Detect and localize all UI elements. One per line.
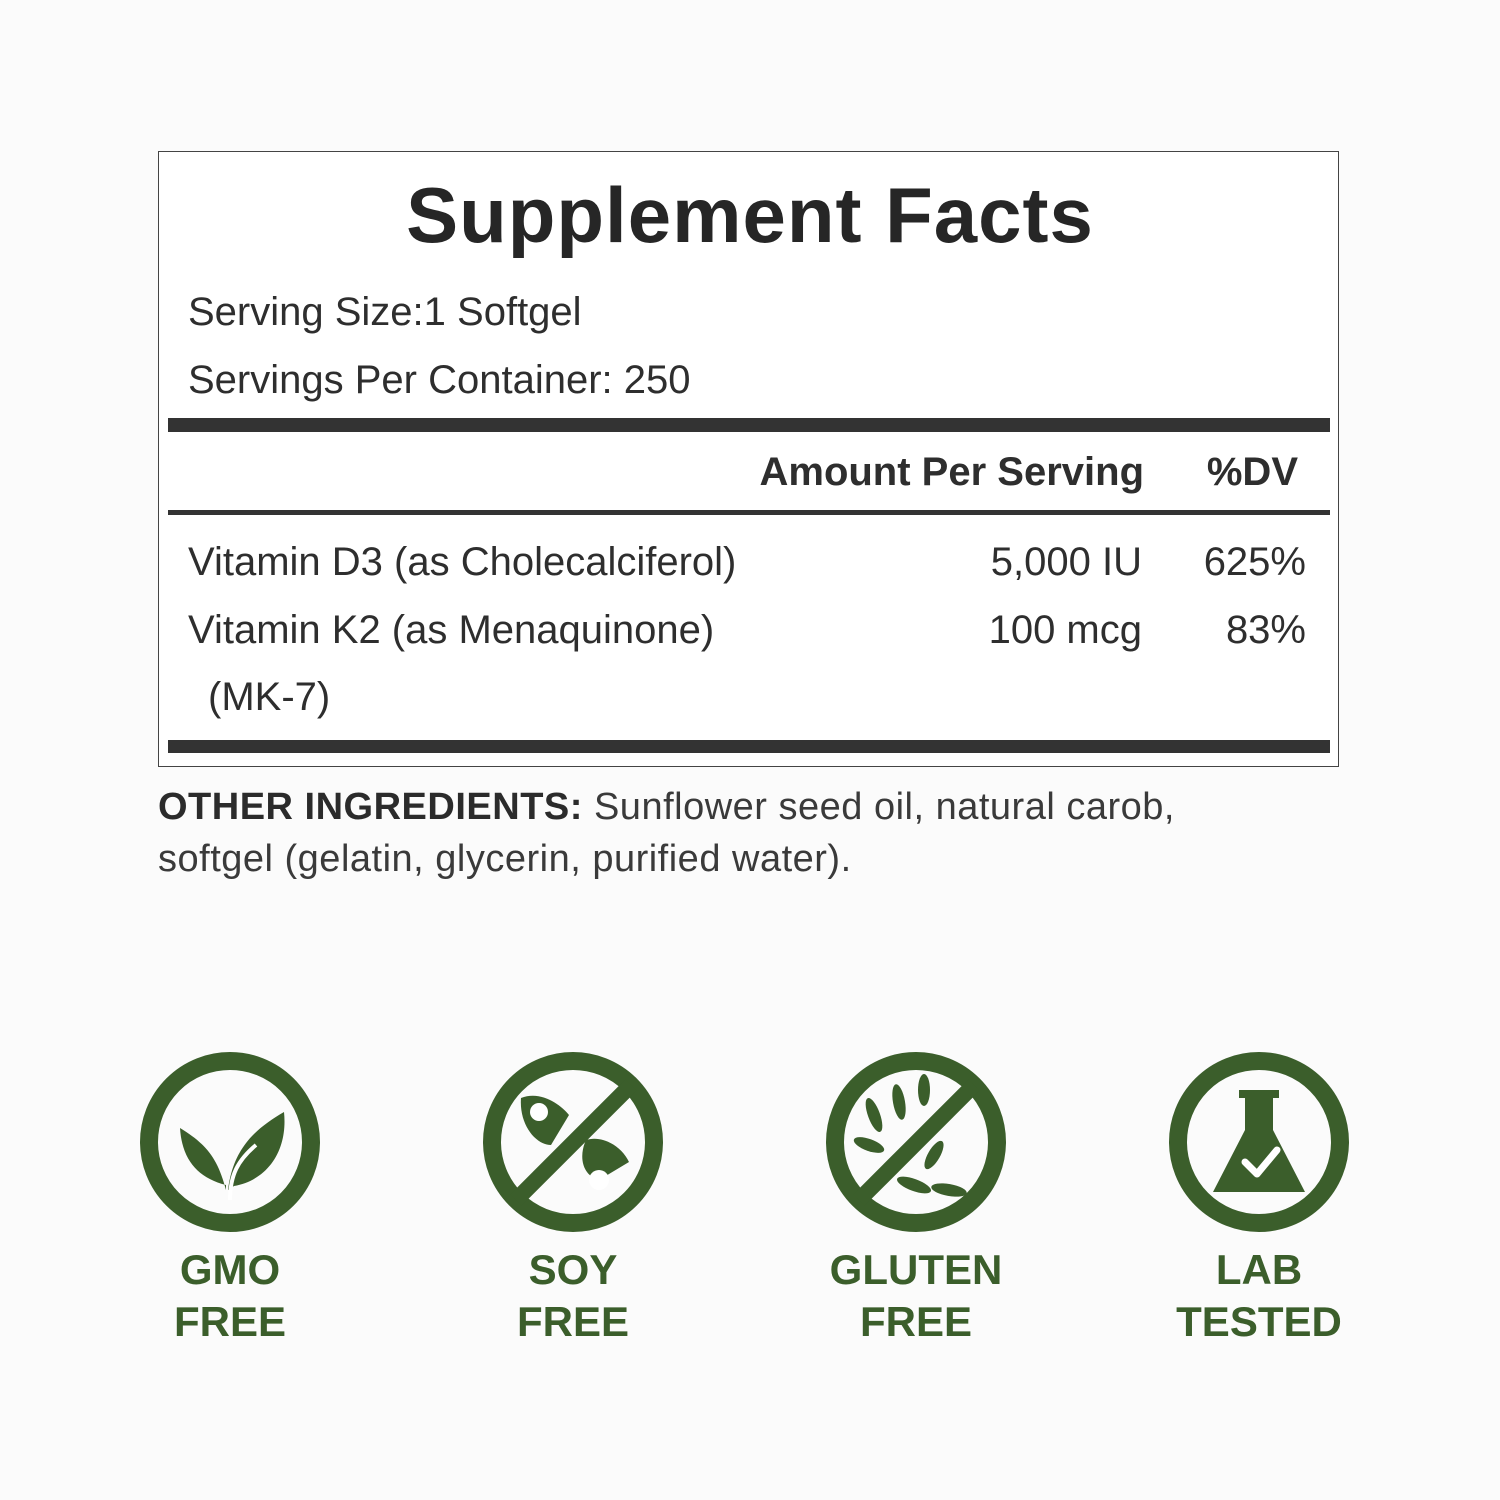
thick-divider [168, 740, 1330, 753]
flask-check-icon [1169, 1052, 1349, 1232]
servings-per-container: Servings Per Container: 250 [188, 358, 691, 402]
row-dv: 625% [1203, 540, 1306, 584]
badge-gluten-free: GLUTEN FREE [816, 1050, 1016, 1348]
row-amount: 100 mcg [988, 608, 1142, 652]
row-name: Vitamin K2 (as Menaquinone) [188, 608, 715, 652]
row-amount: 5,000 IU [990, 540, 1142, 584]
row-name-continued: (MK-7) [208, 675, 331, 719]
row-dv: 83% [1225, 608, 1306, 652]
badge-label: GMO FREE [173, 1246, 286, 1345]
badge-label: LAB TESTED [1176, 1246, 1342, 1345]
badge-label: SOY FREE [516, 1246, 629, 1345]
header-dv: %DV [1206, 450, 1298, 494]
panel-title: Supplement Facts [406, 171, 1094, 259]
header-amount: Amount Per Serving [759, 450, 1144, 494]
leaf-icon [140, 1052, 320, 1232]
thin-divider [168, 510, 1330, 515]
other-ingredients-text: Sunflower seed oil, natural carob, [582, 786, 1175, 828]
other-ingredients-line1: OTHER INGREDIENTS: Sunflower seed oil, n… [158, 786, 1175, 829]
badge-lab-tested: LAB TESTED [1159, 1050, 1359, 1348]
other-ingredients-label: OTHER INGREDIENTS: [158, 786, 583, 828]
badge-gmo-free: GMO FREE [130, 1050, 330, 1348]
badge-soy-free: SOY FREE [473, 1050, 673, 1348]
no-soy-icon [483, 1052, 663, 1232]
other-ingredients-line2: softgel (gelatin, glycerin, purified wat… [158, 838, 852, 880]
thick-divider [168, 418, 1330, 432]
badge-label: GLUTEN FREE [829, 1246, 1003, 1345]
row-name: Vitamin D3 (as Cholecalciferol) [188, 540, 737, 584]
no-wheat-icon [826, 1052, 1006, 1232]
supplement-facts-panel [158, 151, 1339, 767]
serving-size: Serving Size:1 Softgel [188, 290, 582, 334]
